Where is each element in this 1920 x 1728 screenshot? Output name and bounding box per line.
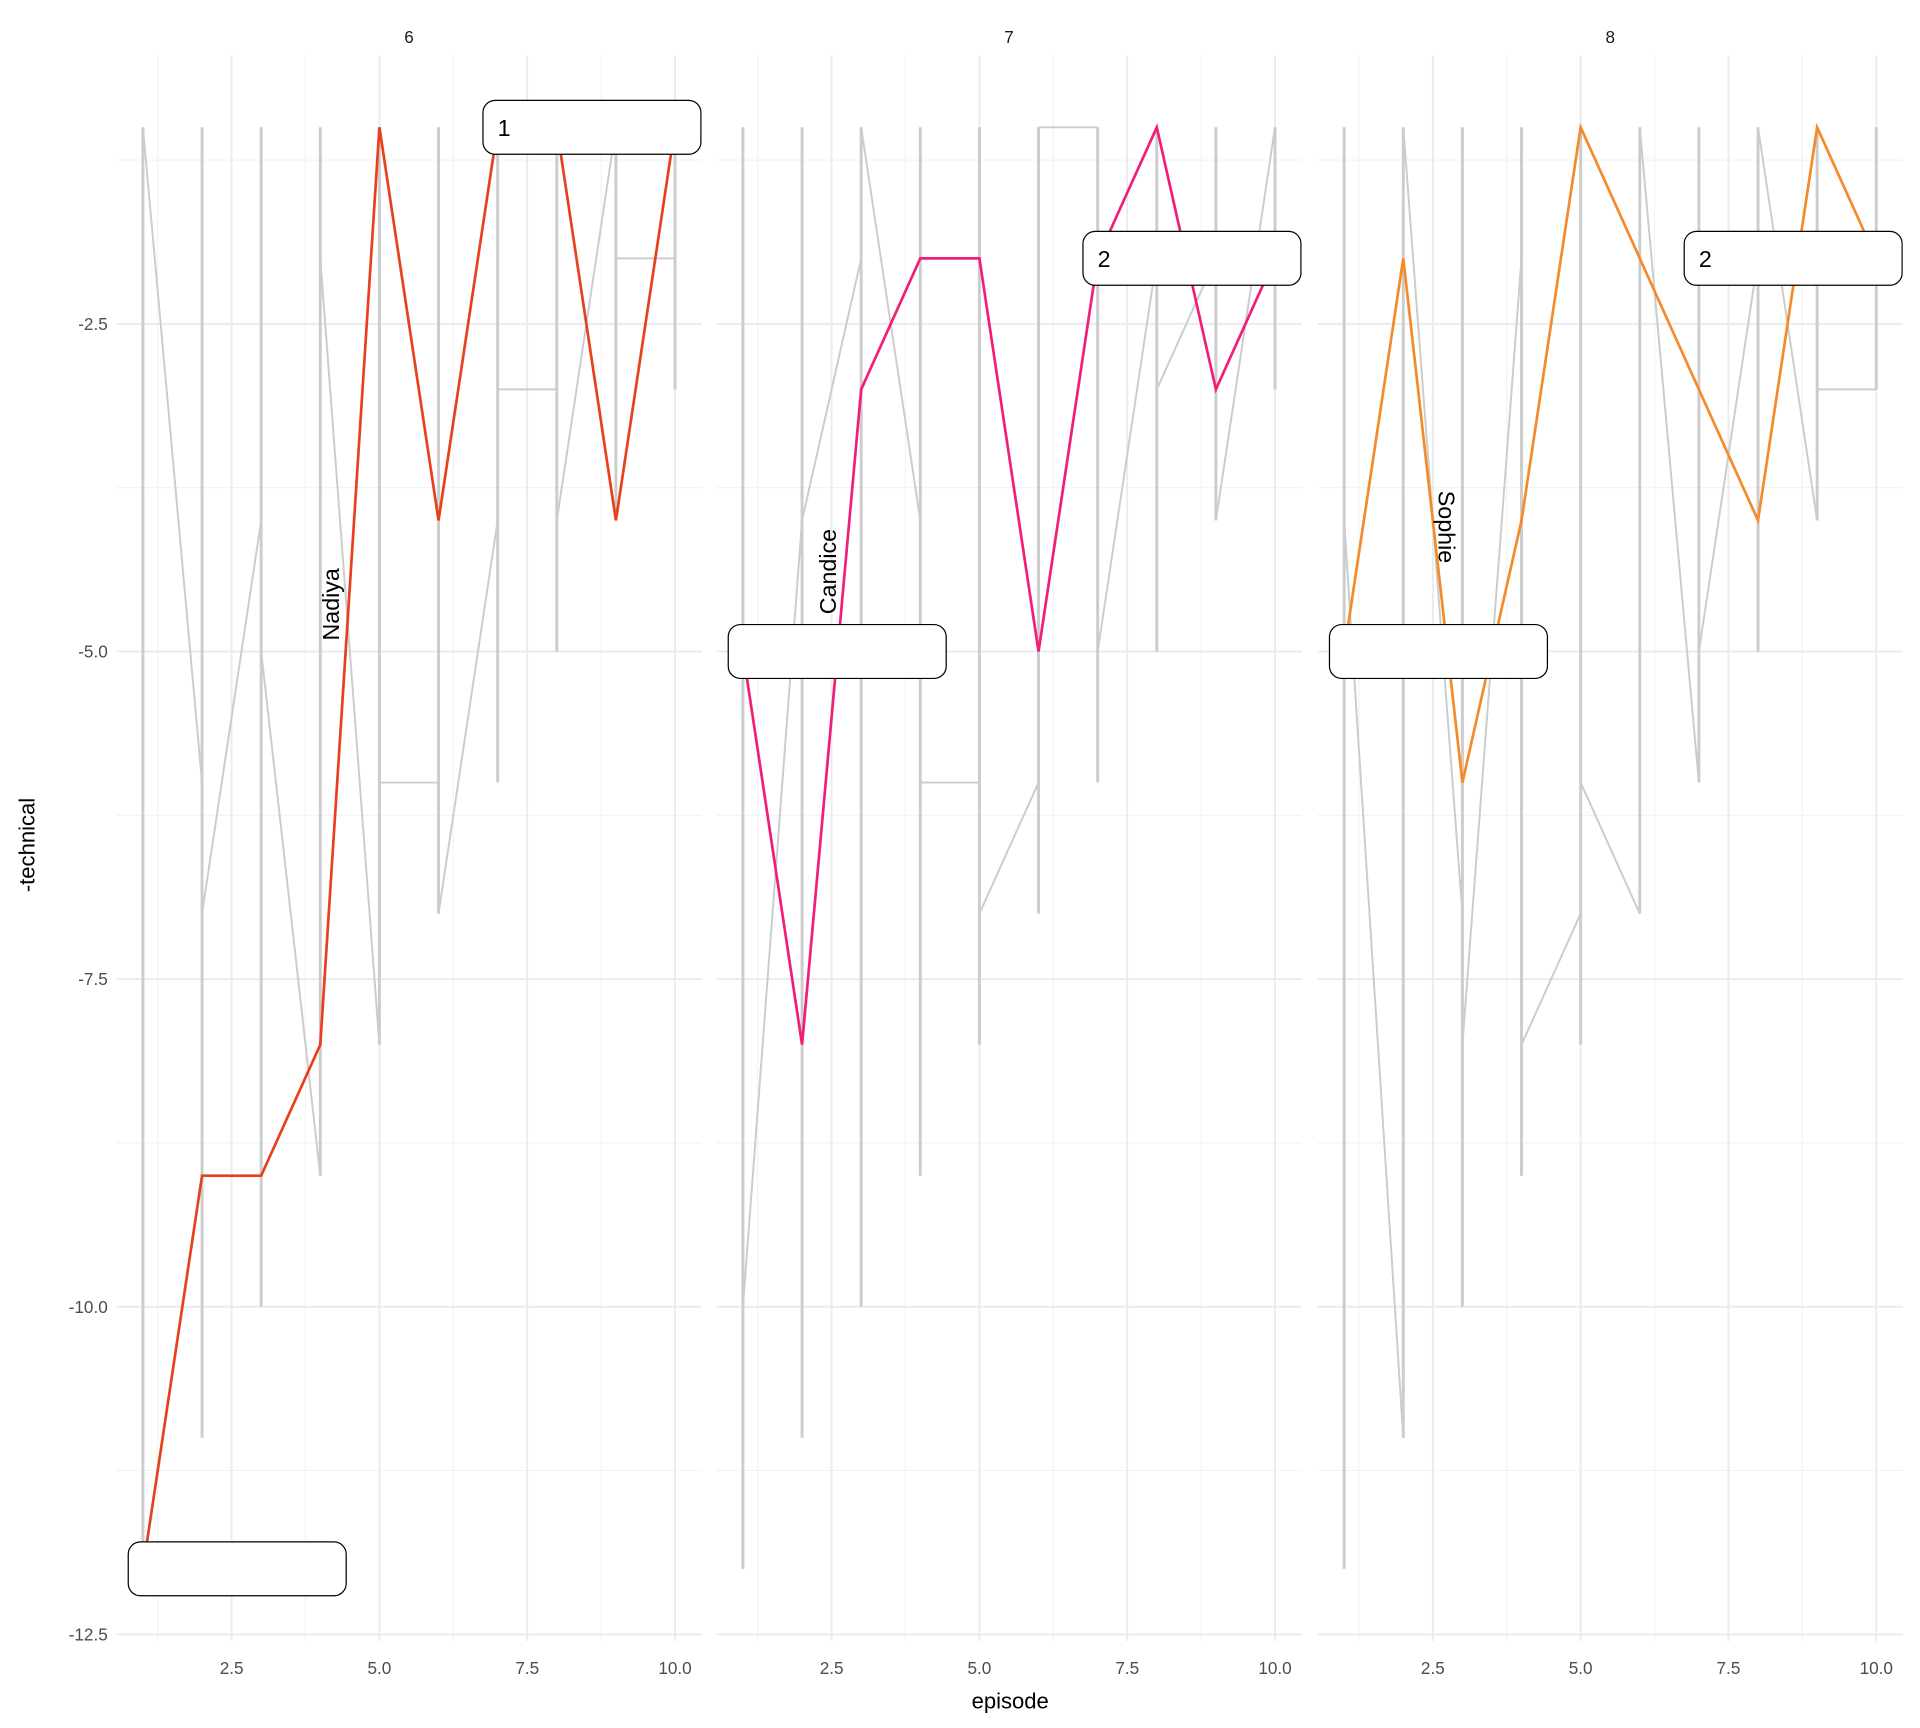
x-tick-label: 10.0 <box>658 1658 691 1678</box>
highlight-line-sophie <box>1342 122 1878 783</box>
panel-6: 6 2.5 5.0 7.5 10.0 -2.5 -5.0 -7.5 -10.0 -12.5 1 Nad… <box>69 27 702 1678</box>
y-tick-label: -2.5 <box>78 314 108 334</box>
x-axis-title: episode <box>972 1688 1049 1713</box>
other-contestants-line <box>1520 913 1582 1046</box>
other-contestants-line <box>1096 258 1158 652</box>
x-tick-label: 7.5 <box>515 1658 539 1678</box>
x-tick-label: 10.0 <box>1860 1658 1893 1678</box>
rank-label-box <box>482 99 702 155</box>
other-contestants-line <box>201 520 263 914</box>
rank-label-box <box>1328 623 1549 680</box>
rank-label-box <box>1082 230 1302 286</box>
facet-strip-label: 6 <box>404 27 414 47</box>
other-contestants-line <box>437 520 499 914</box>
other-contestants-line <box>978 782 1040 915</box>
x-tick-label: 5.0 <box>1569 1658 1593 1678</box>
x-tick-label: 7.5 <box>1717 1658 1741 1678</box>
contestant-name-label: Nadiya <box>318 568 344 640</box>
highlight-line-nadiya <box>141 125 677 1570</box>
other-contestants-line <box>319 258 381 1045</box>
rank-label-box <box>127 1541 347 1597</box>
contestant-name-label: Sophie <box>1433 491 1459 563</box>
x-tick-label: 2.5 <box>220 1658 244 1678</box>
x-tick-label: 10.0 <box>1258 1658 1291 1678</box>
other-contestants-line <box>1579 782 1641 915</box>
x-tick-label: 2.5 <box>1421 1658 1445 1678</box>
panel-plot-area: 2 Sophie <box>1328 122 1903 1569</box>
panel-7: 7 2.5 5.0 7.5 10.0 2 Candice <box>716 27 1302 1678</box>
y-tick-label: -10.0 <box>69 1297 108 1317</box>
x-tick-label: 5.0 <box>368 1658 392 1678</box>
other-contestants-line <box>141 127 204 783</box>
facet-strip-label: 7 <box>1004 27 1014 47</box>
other-contestants-line <box>260 651 322 1176</box>
contestant-name-label: Candice <box>815 529 841 614</box>
rank-label-text: 1 <box>498 115 511 141</box>
other-contestants-line <box>801 258 863 521</box>
y-tick-label: -7.5 <box>78 969 108 989</box>
panel-plot-area: 1 Nadiya <box>127 99 702 1597</box>
facet-strip-label: 8 <box>1605 27 1615 47</box>
rank-label-box <box>727 623 947 680</box>
x-tick-label: 5.0 <box>968 1658 992 1678</box>
x-tick-label: 7.5 <box>1115 1658 1139 1678</box>
y-tick-label: -5.0 <box>78 642 108 662</box>
x-tick-label: 2.5 <box>820 1658 844 1678</box>
panel-plot-area: 2 Candice <box>727 123 1302 1569</box>
rank-label-box <box>1683 230 1903 286</box>
rank-label-text: 2 <box>1098 246 1111 272</box>
y-axis-title: -technical <box>14 798 39 892</box>
rank-label-text: 2 <box>1699 246 1712 272</box>
y-tick-label: -12.5 <box>69 1625 108 1645</box>
panel-8: 8 2.5 5.0 7.5 10.0 2 Sophie <box>1317 27 1903 1678</box>
other-contestants-line <box>1638 127 1700 783</box>
